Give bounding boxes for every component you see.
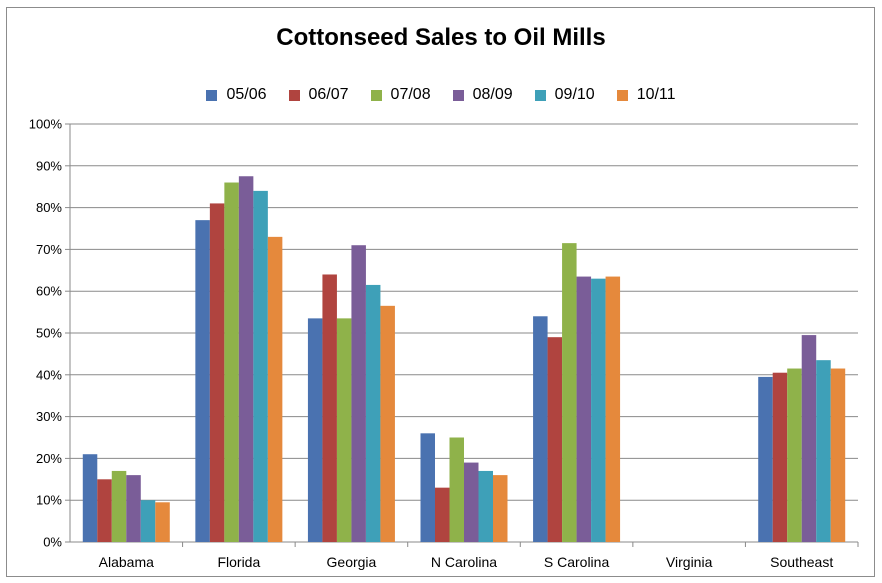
y-tick-label: 70% [36, 242, 62, 257]
bar [772, 372, 788, 542]
bar [82, 454, 98, 542]
bar [307, 318, 323, 542]
legend-swatch [616, 89, 628, 101]
legend-label: 08/09 [472, 86, 513, 103]
chart-frame [6, 7, 875, 577]
bar [351, 245, 366, 542]
bar [816, 360, 831, 542]
y-tick-label: 0% [43, 535, 62, 550]
bar [195, 220, 210, 542]
y-tick-label: 50% [36, 326, 62, 341]
chart-title: Cottonseed Sales to Oil Mills [276, 24, 606, 51]
x-tick-label: S Carolina [544, 554, 610, 570]
bar [758, 376, 773, 542]
legend-swatch [452, 89, 464, 101]
bar [478, 470, 493, 542]
bar [801, 335, 817, 542]
legend-item: 08/09 [452, 86, 513, 104]
bar [605, 276, 621, 542]
bar [533, 316, 548, 542]
bar [435, 487, 450, 542]
bar [562, 243, 577, 542]
legend-label: 05/06 [226, 86, 267, 103]
bar [464, 462, 479, 542]
bar [380, 305, 395, 542]
legend-label: 10/11 [636, 86, 676, 103]
legend-swatch [288, 89, 300, 101]
x-tick-label: Alabama [99, 554, 154, 570]
legend-label: 06/07 [308, 86, 349, 103]
bar [111, 470, 127, 542]
bar [126, 475, 141, 542]
y-tick-label: 90% [36, 158, 62, 173]
y-tick-label: 40% [36, 367, 62, 382]
y-tick-label: 100% [29, 117, 63, 132]
legend-swatch [534, 89, 546, 101]
bar [238, 176, 254, 542]
x-tick-label: N Carolina [431, 554, 497, 570]
bar [591, 278, 606, 542]
legend-label: 07/08 [390, 86, 431, 103]
bar [224, 182, 239, 542]
y-tick-label: 30% [36, 409, 62, 424]
legend-item: 06/07 [288, 86, 349, 104]
y-tick-label: 80% [36, 200, 62, 215]
x-tick-label: Virginia [666, 554, 713, 570]
legend-item: 10/11 [616, 86, 676, 104]
bar [493, 475, 508, 542]
x-tick-label: Florida [217, 554, 260, 570]
legend-swatch [206, 89, 218, 101]
bar [830, 368, 846, 542]
y-tick-label: 60% [36, 284, 62, 299]
bar [267, 236, 283, 543]
legend-label: 09/10 [554, 86, 595, 103]
legend-item: 07/08 [370, 86, 431, 104]
bar [155, 502, 170, 542]
bar [322, 274, 337, 542]
bar [449, 437, 464, 542]
bar [787, 368, 802, 542]
bar [420, 433, 435, 542]
bar [365, 284, 381, 542]
bar [97, 479, 112, 542]
legend-item: 09/10 [534, 86, 595, 104]
bar [336, 318, 352, 542]
bar [547, 337, 563, 542]
legend-item: 05/06 [206, 86, 267, 104]
y-tick-label: 10% [36, 493, 62, 508]
chart-legend: 05/06 06/07 07/08 08/09 09/10 10/11 [0, 86, 882, 104]
bar [140, 500, 156, 542]
bar [576, 276, 592, 542]
bar [253, 190, 268, 542]
x-tick-label: Southeast [770, 554, 833, 570]
x-tick-label: Georgia [327, 554, 377, 570]
y-tick-label: 20% [36, 451, 62, 466]
bar [209, 203, 225, 543]
legend-swatch [370, 89, 382, 101]
